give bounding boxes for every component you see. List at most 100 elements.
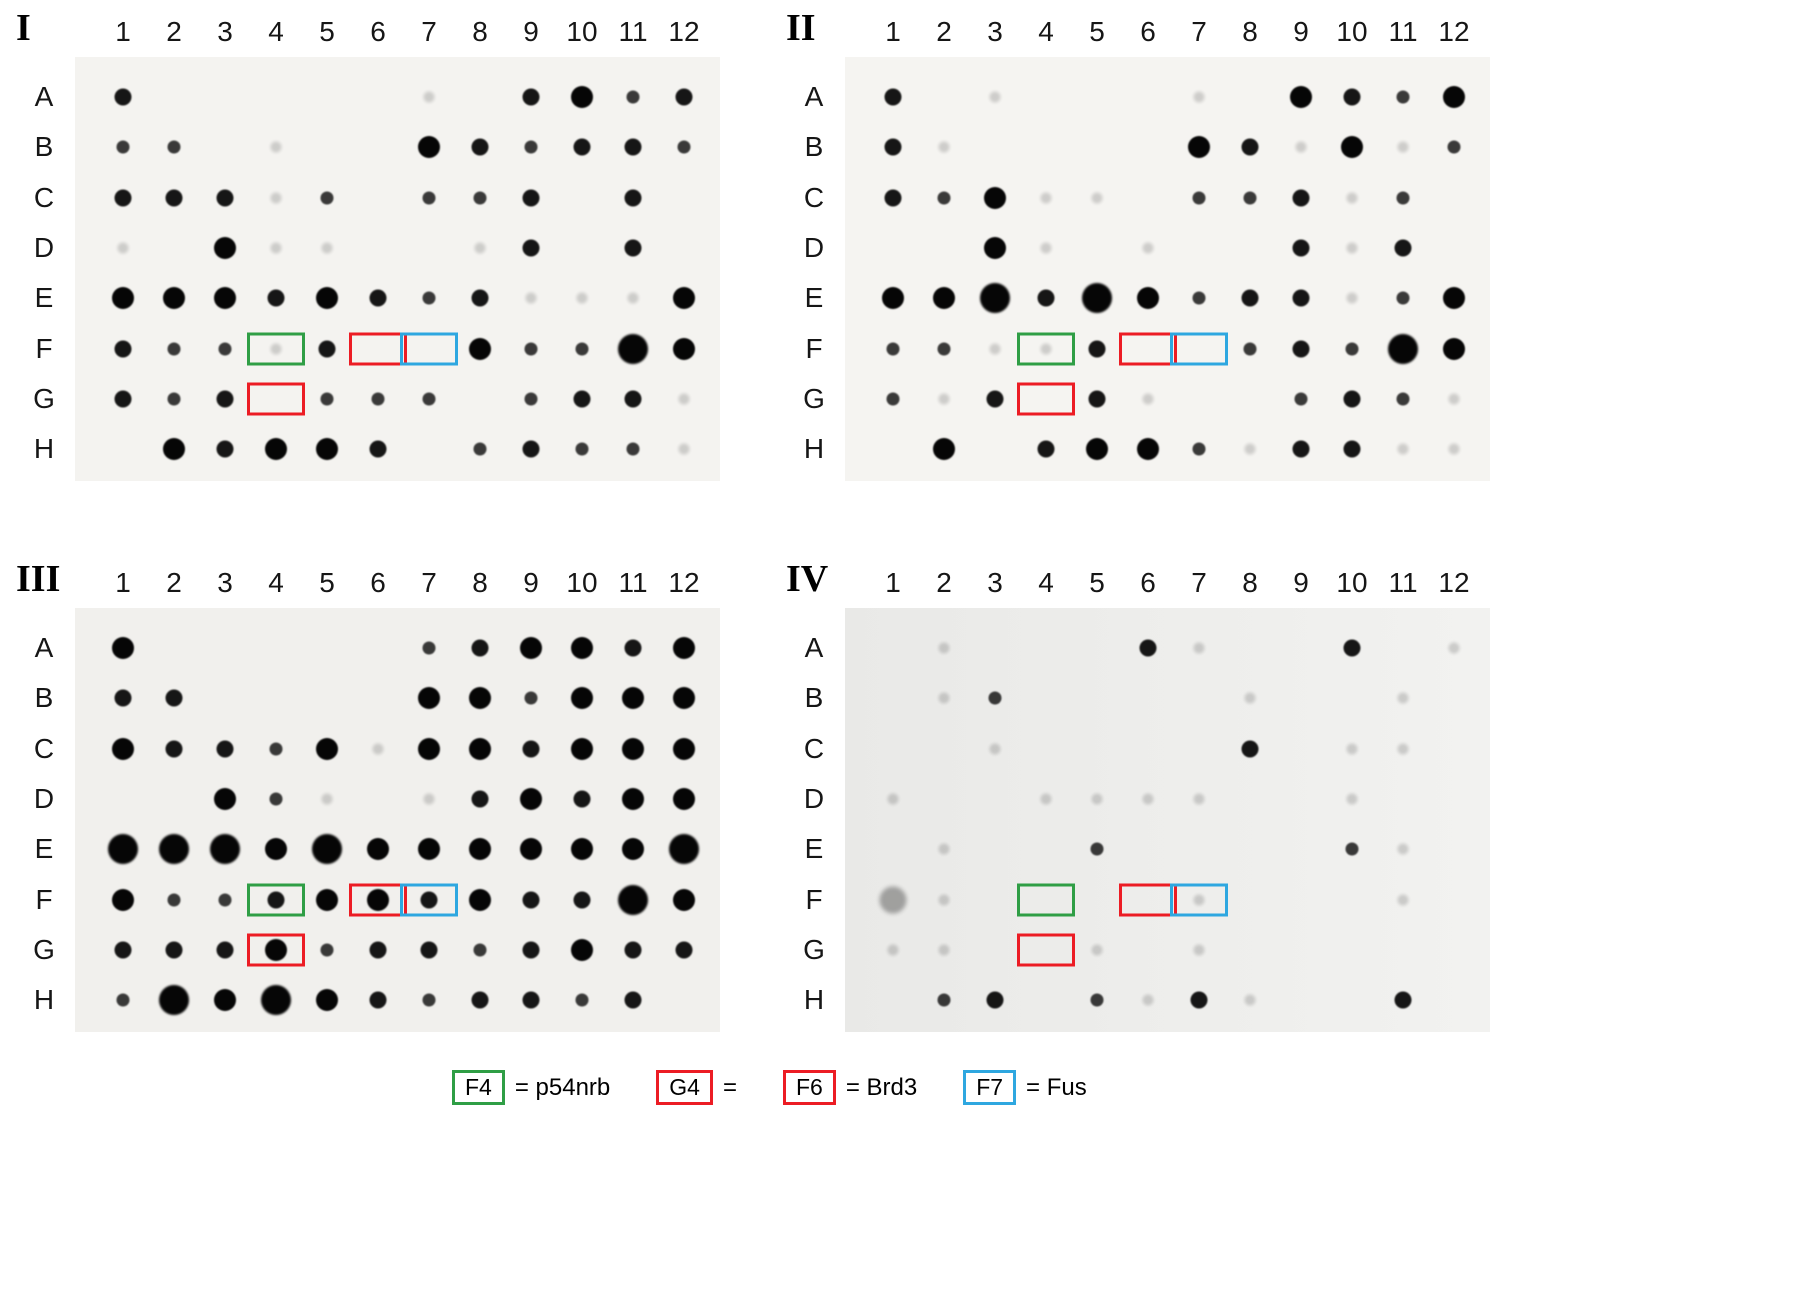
protein-spot	[114, 390, 132, 408]
protein-spot	[321, 242, 333, 254]
row-header: H	[33, 984, 55, 1016]
row-header: F	[35, 883, 53, 915]
protein-spot	[108, 834, 138, 865]
protein-spot	[1443, 337, 1465, 360]
row-header: A	[34, 632, 54, 663]
protein-spot	[471, 639, 489, 657]
protein-spot	[423, 793, 435, 805]
protein-spot	[571, 86, 593, 108]
protein-spot	[1193, 642, 1205, 654]
protein-spot	[214, 236, 236, 259]
legend: F4 = p54nrb G4 = F6 = Brd3 F7 = Fus	[452, 1070, 1087, 1105]
protein-spot	[1091, 793, 1103, 805]
protein-spot	[316, 737, 338, 760]
protein-spot	[1290, 86, 1312, 108]
column-header: 4	[1038, 567, 1054, 598]
protein-spot	[316, 888, 338, 911]
protein-spot	[1241, 138, 1259, 156]
column-header: 6	[1140, 567, 1156, 598]
protein-spot	[1397, 894, 1409, 905]
protein-spot	[1241, 740, 1259, 758]
protein-spot	[622, 737, 644, 760]
protein-spot	[1192, 191, 1206, 205]
protein-spot	[1241, 289, 1259, 307]
protein-spot	[673, 337, 695, 360]
protein-spot	[524, 140, 538, 154]
protein-spot	[673, 888, 695, 911]
highlight-box-g4	[1017, 382, 1075, 416]
protein-spot	[420, 891, 438, 908]
protein-spot	[216, 941, 234, 959]
protein-spot	[624, 390, 642, 408]
column-header: 7	[1191, 567, 1207, 598]
protein-spot	[1192, 442, 1206, 456]
protein-spot	[218, 342, 232, 355]
legend-item: F4 = p54nrb	[452, 1070, 610, 1105]
protein-spot	[571, 737, 593, 760]
highlight-box-f7	[1170, 332, 1228, 365]
protein-spot	[571, 938, 593, 961]
protein-spot	[624, 639, 642, 657]
protein-spot	[1447, 140, 1461, 154]
protein-spot	[937, 342, 951, 355]
column-header: 3	[217, 16, 233, 47]
protein-spot	[216, 390, 234, 408]
protein-spot	[112, 287, 134, 310]
highlight-box-f4	[247, 883, 305, 916]
protein-spot	[988, 691, 1002, 705]
protein-spot	[886, 392, 900, 406]
protein-spot	[938, 642, 950, 654]
protein-spot	[884, 189, 902, 207]
protein-spot	[1345, 842, 1359, 856]
protein-spot	[571, 637, 593, 659]
protein-spot	[884, 138, 902, 156]
protein-spot	[887, 944, 899, 956]
protein-spot	[1397, 843, 1409, 855]
protein-spot	[114, 340, 132, 357]
protein-spot	[882, 287, 904, 310]
protein-spot	[576, 292, 588, 304]
protein-spot	[522, 891, 540, 908]
column-header: 6	[1140, 16, 1156, 47]
protein-spot	[1292, 189, 1310, 207]
protein-spot	[1343, 440, 1361, 458]
protein-spot	[218, 893, 232, 906]
row-header: E	[804, 833, 824, 865]
protein-spot	[520, 637, 542, 659]
legend-box-f4: F4	[452, 1070, 505, 1105]
column-header: 11	[1388, 16, 1418, 47]
protein-spot	[1295, 141, 1307, 153]
protein-spot	[471, 991, 489, 1009]
column-header: 6	[370, 16, 386, 47]
row-header: D	[803, 231, 825, 263]
protein-spot	[1292, 239, 1310, 257]
protein-spot	[423, 91, 435, 103]
protein-spot	[938, 692, 950, 704]
protein-spot	[986, 991, 1004, 1009]
membrane	[75, 57, 720, 481]
protein-spot	[1139, 639, 1157, 657]
protein-spot	[573, 390, 591, 408]
column-header: 2	[166, 567, 182, 598]
panel-II: II 1 2 3 4 5 6 7 8 9 10 11 12 A B C D E F G H	[770, 0, 1518, 500]
protein-spot	[1040, 343, 1052, 354]
protein-spot	[675, 941, 693, 959]
membrane	[845, 57, 1490, 481]
protein-spot	[270, 192, 282, 204]
protein-spot	[316, 989, 338, 1012]
protein-spot	[114, 941, 132, 959]
protein-spot	[422, 392, 436, 406]
protein-spot	[986, 390, 1004, 408]
protein-spot	[265, 438, 287, 461]
protein-spot	[165, 740, 183, 758]
protein-spot	[522, 88, 540, 106]
column-header: 8	[472, 16, 488, 47]
protein-spot	[418, 838, 440, 861]
column-header: 4	[1038, 16, 1054, 47]
protein-spot	[116, 993, 130, 1007]
row-header: D	[33, 782, 55, 814]
protein-spot	[1088, 340, 1106, 357]
column-header: 5	[319, 16, 335, 47]
protein-spot	[312, 834, 342, 865]
protein-spot	[316, 287, 338, 310]
